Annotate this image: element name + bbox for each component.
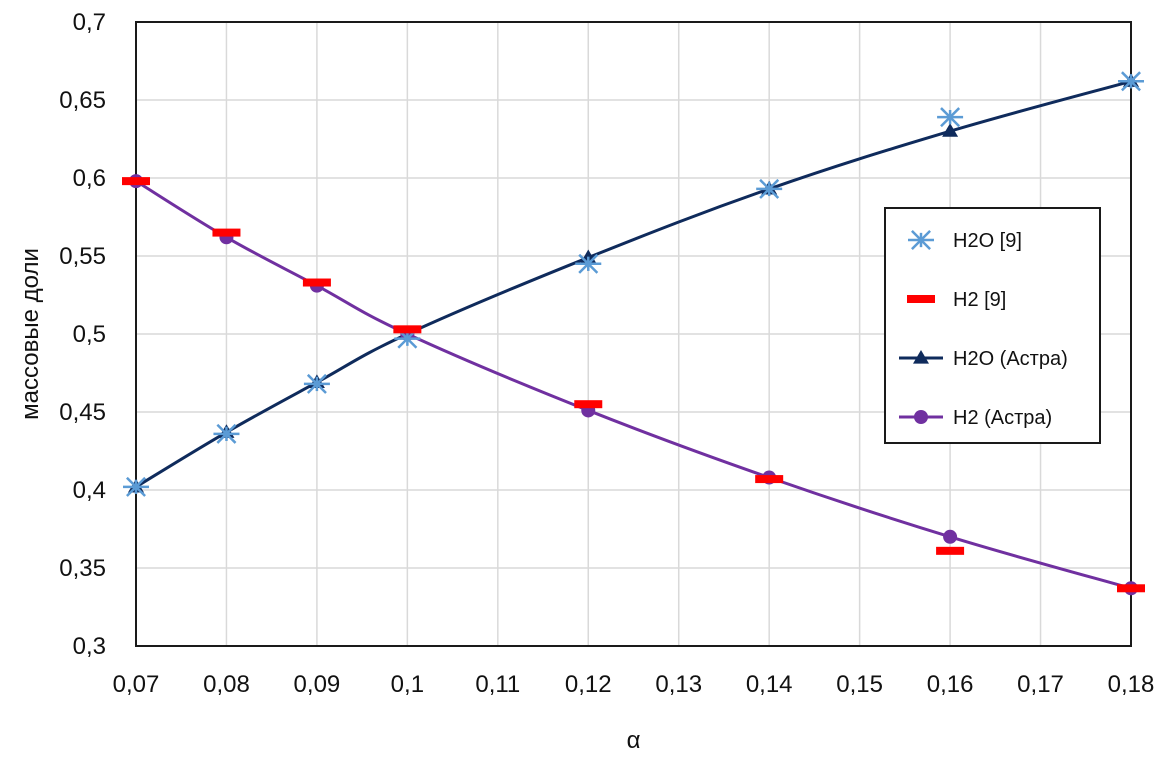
x-tick-label: 0,1: [391, 671, 424, 698]
x-tick-label: 0,15: [836, 671, 883, 698]
legend-marker: [913, 350, 929, 364]
data-point: [575, 253, 602, 274]
plot-frame: [135, 21, 1132, 647]
legend-label: H2 [9]: [953, 289, 1006, 311]
legend-marker: [907, 295, 935, 303]
x-tick-label: 0,08: [203, 671, 250, 698]
x-tick-label: 0,11: [475, 671, 520, 698]
x-tick-label: 0,12: [565, 671, 612, 698]
x-tick-label: 0,18: [1108, 671, 1155, 698]
data-point: [937, 107, 964, 128]
legend-label: H2O (Астра): [953, 348, 1068, 370]
y-tick-label: 0,35: [59, 555, 106, 582]
y-tick-label: 0,3: [73, 633, 106, 660]
series-1: [122, 177, 1145, 593]
x-tick-label: 0,16: [927, 671, 974, 698]
y-axis-title: массовые доли: [17, 248, 44, 420]
data-point: [302, 278, 331, 287]
y-tick-label: 0,55: [59, 243, 106, 270]
x-tick-label: 0,17: [1017, 671, 1064, 698]
data-point: [756, 178, 783, 199]
x-tick-label: 0,14: [746, 671, 793, 698]
y-tick-label: 0,6: [73, 165, 106, 192]
legend-marker: [908, 230, 934, 250]
x-tick-label: 0,13: [655, 671, 702, 698]
data-point: [122, 177, 150, 186]
data-point: [212, 228, 241, 237]
data-point: [393, 325, 422, 334]
data-point: [303, 373, 330, 394]
legend-label: H2O [9]: [953, 230, 1022, 252]
legend-marker: [914, 410, 928, 424]
data-point: [1118, 71, 1144, 92]
x-axis-title: α: [627, 727, 641, 754]
y-tick-label: 0,4: [73, 477, 106, 504]
data-point: [123, 476, 149, 497]
series-0: [123, 71, 1144, 497]
y-tick-label: 0,7: [73, 9, 106, 36]
legend-box: [884, 207, 1101, 444]
data-point: [574, 400, 603, 409]
data-point: [213, 423, 240, 444]
data-point: [943, 529, 958, 544]
y-tick-label: 0,45: [59, 399, 106, 426]
data-point: [936, 546, 965, 555]
x-tick-label: 0,09: [294, 671, 341, 698]
data-point: [942, 123, 959, 137]
y-tick-label: 0,5: [73, 321, 106, 348]
legend-label: H2 (Астра): [953, 407, 1052, 429]
x-tick-label: 0,07: [113, 671, 160, 698]
y-tick-label: 0,65: [59, 87, 106, 114]
data-point: [755, 475, 784, 484]
data-point: [1117, 584, 1145, 593]
